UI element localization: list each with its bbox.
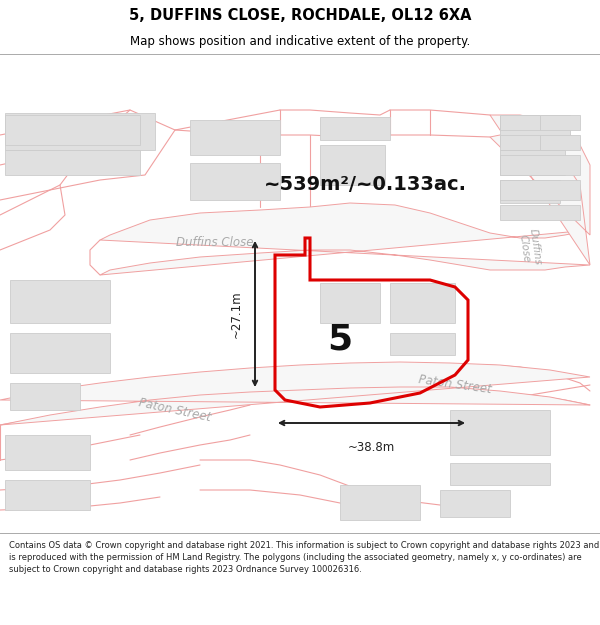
- Text: 5, DUFFINS CLOSE, ROCHDALE, OL12 6XA: 5, DUFFINS CLOSE, ROCHDALE, OL12 6XA: [129, 8, 471, 23]
- Polygon shape: [10, 383, 80, 410]
- Polygon shape: [100, 203, 590, 275]
- Text: ~38.8m: ~38.8m: [348, 441, 395, 454]
- Polygon shape: [5, 480, 90, 510]
- Polygon shape: [0, 362, 590, 425]
- Polygon shape: [540, 135, 580, 150]
- Polygon shape: [5, 115, 140, 145]
- Polygon shape: [540, 115, 580, 130]
- Polygon shape: [450, 410, 550, 455]
- Bar: [5, 113, 155, 150]
- Text: Paton Street: Paton Street: [137, 396, 212, 424]
- Polygon shape: [500, 180, 560, 203]
- Polygon shape: [500, 205, 580, 220]
- Polygon shape: [320, 145, 385, 185]
- Polygon shape: [320, 117, 390, 140]
- Polygon shape: [340, 485, 420, 520]
- Text: Duffins Close: Duffins Close: [176, 236, 254, 249]
- Text: Contains OS data © Crown copyright and database right 2021. This information is : Contains OS data © Crown copyright and d…: [9, 541, 599, 574]
- Polygon shape: [10, 333, 110, 373]
- Polygon shape: [500, 115, 570, 145]
- Polygon shape: [500, 180, 580, 200]
- Polygon shape: [320, 283, 380, 323]
- Polygon shape: [190, 120, 280, 155]
- Text: ~27.1m: ~27.1m: [230, 290, 243, 338]
- Polygon shape: [490, 115, 590, 265]
- Polygon shape: [500, 115, 540, 130]
- Polygon shape: [500, 150, 565, 175]
- Bar: [5, 117, 140, 143]
- Polygon shape: [190, 163, 280, 200]
- Text: Map shows position and indicative extent of the property.: Map shows position and indicative extent…: [130, 35, 470, 48]
- Text: Duffins
Close: Duffins Close: [517, 228, 543, 268]
- Text: ~539m²/~0.133ac.: ~539m²/~0.133ac.: [263, 176, 467, 194]
- Polygon shape: [500, 135, 540, 150]
- Polygon shape: [440, 490, 510, 517]
- Text: 5: 5: [328, 323, 353, 357]
- Polygon shape: [5, 150, 140, 175]
- Polygon shape: [390, 283, 455, 323]
- Text: Paton Street: Paton Street: [418, 374, 493, 396]
- Polygon shape: [450, 463, 550, 485]
- Polygon shape: [500, 155, 580, 175]
- Polygon shape: [10, 280, 110, 323]
- Polygon shape: [5, 435, 90, 470]
- Polygon shape: [390, 333, 455, 355]
